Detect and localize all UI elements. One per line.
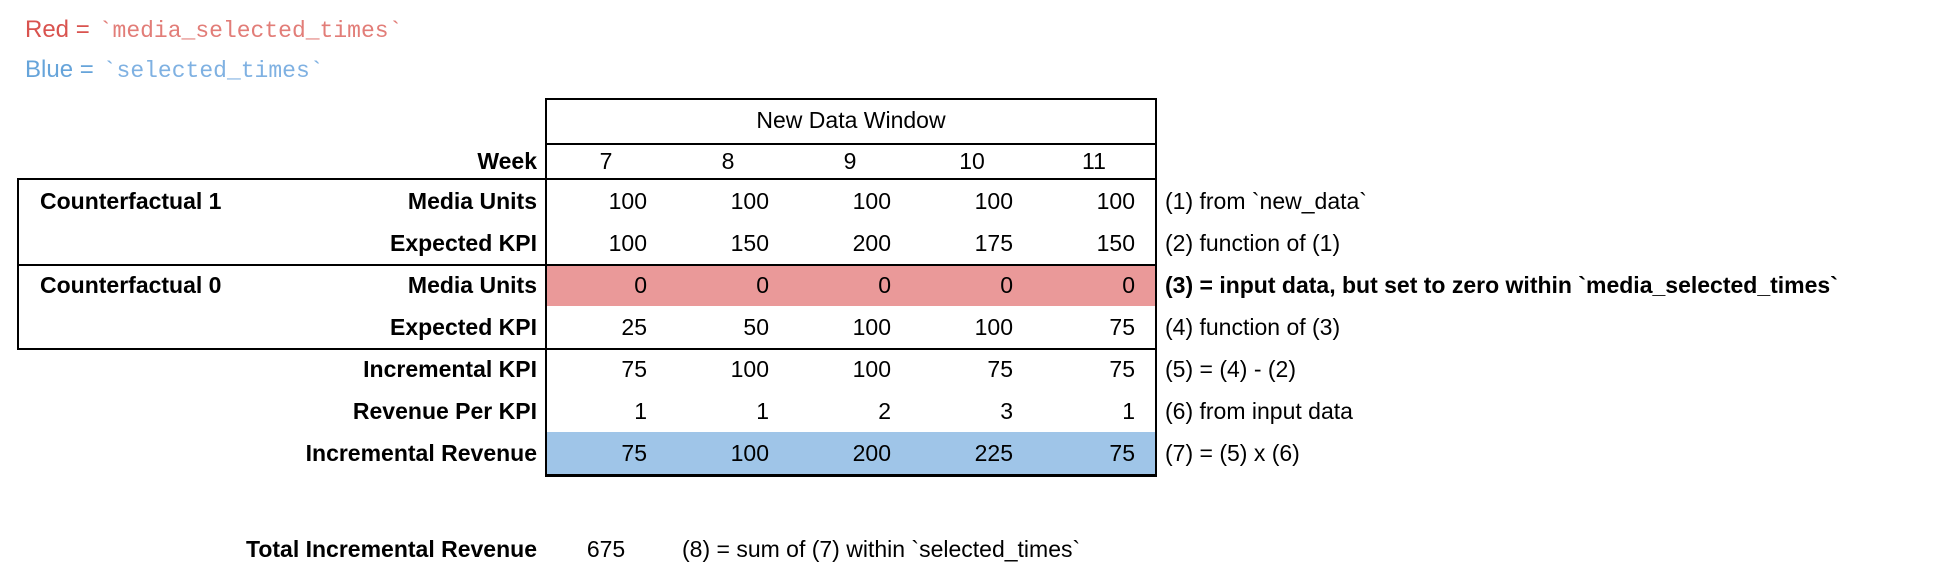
group-label-counterfactual-1: Counterfactual 1: [40, 187, 222, 214]
row-label: Media Units: [407, 187, 537, 214]
value-cell: 100: [852, 313, 891, 340]
table-border-top: [545, 98, 1157, 100]
value-cell: 175: [974, 229, 1013, 256]
annotation-4: (4) function of (3): [1165, 313, 1341, 340]
value-cell: 225: [974, 439, 1013, 466]
week-cell: 11: [1082, 148, 1106, 174]
value-cell: 0: [756, 271, 769, 298]
row-revenue-per-kpi: Revenue Per KPI 1 1 2 3 1 (6) from input…: [0, 390, 1960, 432]
row-label: Revenue Per KPI: [352, 397, 537, 424]
value-cell: 100: [730, 355, 769, 382]
row-incremental-revenue: Incremental Revenue 75 100 200 225 75 (7…: [0, 432, 1960, 474]
row-cf0-media-units: Media Units 0 0 0 0 0 (3) = input data, …: [0, 264, 1960, 306]
row-cf1-media-units: Media Units 100 100 100 100 100 (1) from…: [0, 180, 1960, 222]
color-legend: Red = `media_selected_times` Blue = `sel…: [25, 16, 402, 96]
value-cell: 100: [852, 355, 891, 382]
annotation-3: (3) = input data, but set to zero within…: [1165, 271, 1838, 298]
table-border-under-week: [17, 178, 1157, 180]
annotation-6: (6) from input data: [1165, 397, 1353, 424]
value-cell: 0: [1000, 271, 1013, 298]
table-header: New Data Window: [756, 107, 946, 133]
row-cells-blue-highlight: 75 100 200 225 75: [545, 432, 1155, 474]
table-border-bottom: [545, 474, 1157, 477]
week-cells: 7 8 9 10 11: [545, 143, 1155, 180]
row-label: Expected KPI: [390, 229, 537, 256]
row-cells: 100 100 100 100 100: [545, 180, 1155, 222]
legend-red-code: `media_selected_times`: [98, 18, 403, 44]
value-cell: 100: [974, 313, 1013, 340]
week-row: Week 7 8 9 10 11: [0, 143, 1960, 180]
value-cell: 1: [756, 397, 769, 424]
table-border-right: [1155, 98, 1157, 477]
value-cell: 100: [852, 187, 891, 214]
annotation-2: (2) function of (1): [1165, 229, 1341, 256]
table-border-left-outer: [17, 178, 19, 350]
row-cells: 100 150 200 175 150: [545, 222, 1155, 264]
value-cell: 200: [852, 439, 891, 466]
value-cell: 75: [987, 355, 1013, 382]
legend-red-line: Red = `media_selected_times`: [25, 16, 402, 56]
row-label: Incremental Revenue: [305, 439, 537, 466]
row-label: Expected KPI: [390, 313, 537, 340]
value-cell: 0: [878, 271, 891, 298]
row-cells: 75 100 100 75 75: [545, 348, 1155, 390]
value-cell: 2: [878, 397, 891, 424]
value-cell: 100: [1096, 187, 1135, 214]
row-cells-red-highlight: 0 0 0 0 0: [545, 264, 1155, 306]
annotation-1: (1) from `new_data`: [1165, 187, 1367, 214]
group-label-counterfactual-0: Counterfactual 0: [40, 271, 222, 298]
value-cell: 100: [730, 439, 769, 466]
table-border-cf-divider: [17, 264, 1157, 266]
row-cells: 25 50 100 100 75: [545, 306, 1155, 348]
row-cf1-expected-kpi: Expected KPI 100 150 200 175 150 (2) fun…: [0, 222, 1960, 264]
value-cell: 100: [608, 187, 647, 214]
total-row: Total Incremental Revenue 675 (8) = sum …: [0, 527, 1960, 571]
legend-blue-label: Blue =: [25, 56, 94, 83]
value-cell: 100: [974, 187, 1013, 214]
value-cell: 0: [634, 271, 647, 298]
annotation-8: (8) = sum of (7) within `selected_times`: [682, 535, 1081, 562]
value-cell: 100: [608, 229, 647, 256]
value-cell: 75: [621, 439, 647, 466]
row-cf0-expected-kpi: Expected KPI 25 50 100 100 75 (4) functi…: [0, 306, 1960, 348]
value-cell: 25: [621, 313, 647, 340]
value-cell: 200: [852, 229, 891, 256]
value-cell: 100: [730, 187, 769, 214]
row-label: Media Units: [407, 271, 537, 298]
legend-blue-line: Blue = `selected_times`: [25, 56, 402, 96]
value-cell: 1: [1122, 397, 1135, 424]
legend-blue-code: `selected_times`: [102, 58, 324, 84]
week-cell: 10: [959, 148, 985, 174]
total-label: Total Incremental Revenue: [246, 535, 537, 562]
annotation-7: (7) = (5) x (6): [1165, 439, 1300, 466]
week-cell: 7: [599, 148, 613, 174]
value-cell: 1: [634, 397, 647, 424]
row-label: Incremental KPI: [363, 355, 537, 382]
week-cell: 9: [843, 148, 857, 174]
legend-red-label: Red =: [25, 16, 90, 43]
value-cell: 150: [1096, 229, 1135, 256]
value-cell: 3: [1000, 397, 1013, 424]
value-cell: 0: [1122, 271, 1135, 298]
value-cell: 75: [1109, 313, 1135, 340]
value-cell: 75: [1109, 355, 1135, 382]
row-incremental-kpi: Incremental KPI 75 100 100 75 75 (5) = (…: [0, 348, 1960, 390]
value-cell: 75: [621, 355, 647, 382]
table-border-left: [545, 98, 547, 477]
week-row-label: Week: [477, 148, 537, 174]
row-cells: 1 1 2 3 1: [545, 390, 1155, 432]
value-cell: 75: [1109, 439, 1135, 466]
total-value: 675: [586, 535, 626, 562]
annotation-5: (5) = (4) - (2): [1165, 355, 1296, 382]
value-cell: 50: [743, 313, 769, 340]
table-border-under-header: [545, 143, 1157, 145]
week-cell: 8: [721, 148, 735, 174]
value-cell: 150: [730, 229, 769, 256]
table-border-cf0-bottom: [17, 348, 1157, 350]
